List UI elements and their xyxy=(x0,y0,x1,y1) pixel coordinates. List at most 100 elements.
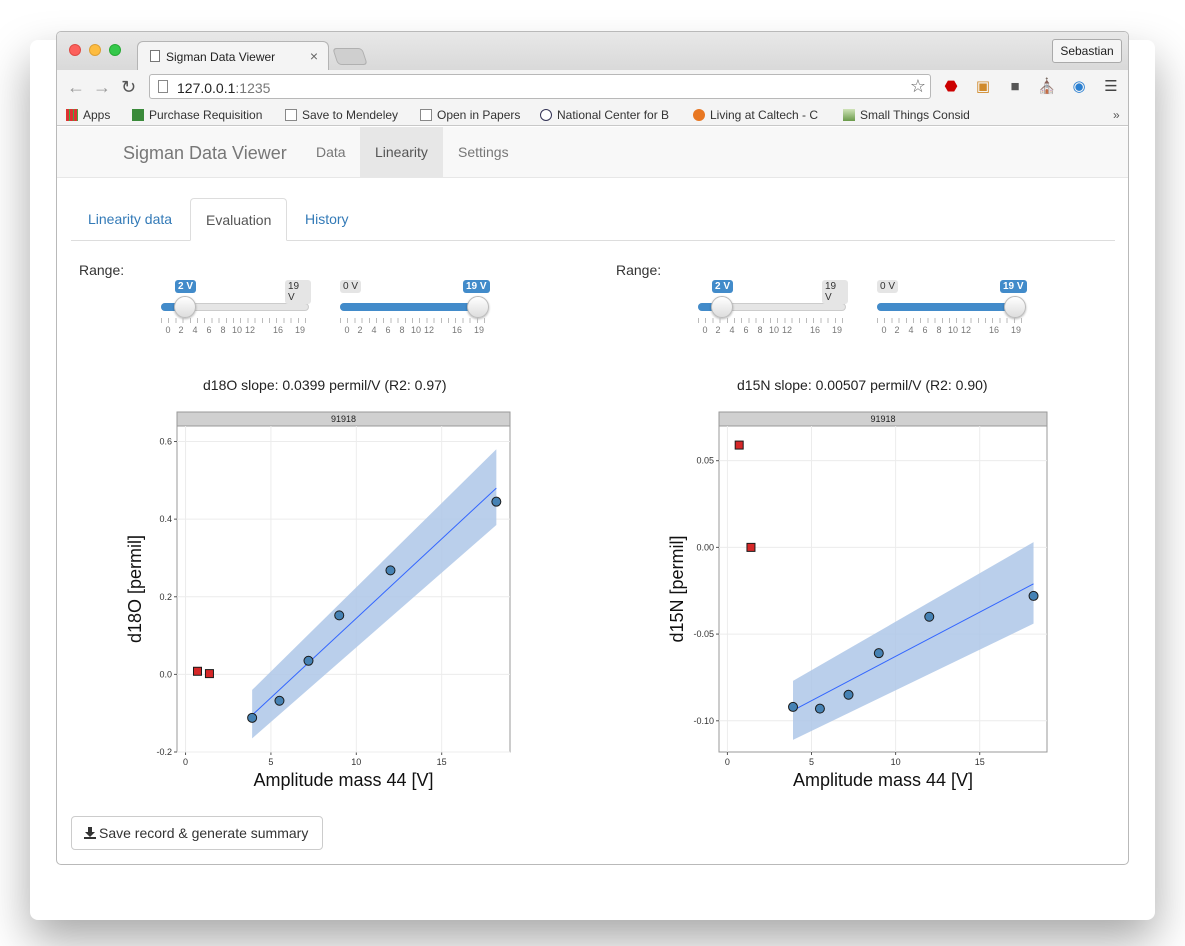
slider-value-label: 19 V xyxy=(463,280,490,293)
nav-linearity[interactable]: Linearity xyxy=(360,127,443,178)
tick-label: 12 xyxy=(781,325,793,335)
y-tick-label: -0.05 xyxy=(693,629,714,639)
y-tick-label: 0.4 xyxy=(159,514,172,524)
profile-button[interactable]: Sebastian xyxy=(1052,39,1122,63)
bookmark-purchase[interactable]: Purchase Requisition xyxy=(132,108,267,122)
menu-icon[interactable]: ☰ xyxy=(1104,78,1118,95)
facet-strip xyxy=(176,411,511,427)
app-navbar: Sigman Data Viewer Data Linearity Settin… xyxy=(57,127,1128,178)
forward-arrow-icon[interactable]: → xyxy=(93,77,111,97)
bookmark-mendeley[interactable]: Save to Mendeley xyxy=(285,108,398,122)
page-icon xyxy=(285,109,297,121)
new-tab-button[interactable] xyxy=(332,48,368,65)
fit-line xyxy=(792,583,1034,711)
minimize-window-button[interactable] xyxy=(89,44,101,56)
slider-handle[interactable] xyxy=(711,296,733,318)
library-extension-icon[interactable]: ⛪ xyxy=(1037,78,1057,95)
slider-ticks xyxy=(340,318,490,323)
bookmark-apps[interactable]: Apps xyxy=(66,108,110,122)
tick-label: 12 xyxy=(960,325,972,335)
eye-extension-icon[interactable]: ◉ xyxy=(1072,78,1086,95)
range-label-left: Range: xyxy=(79,262,125,278)
y-tick-label: 0.05 xyxy=(696,456,714,466)
address-bar[interactable]: 127.0.0.1:1235 ☆ xyxy=(149,74,931,99)
adblock-extension-icon[interactable]: ⬣ xyxy=(944,78,958,95)
nav-data[interactable]: Data xyxy=(316,144,346,160)
y-tick-label: 0.2 xyxy=(159,592,172,602)
bookmarks-overflow-icon[interactable]: » xyxy=(1113,108,1120,122)
data-point-included xyxy=(247,712,258,723)
document-icon xyxy=(150,50,160,62)
tab-close-icon[interactable]: × xyxy=(309,48,318,64)
tab-linearity-data[interactable]: Linearity data xyxy=(88,211,173,227)
plot-title-d18o: d18O slope: 0.0399 permil/V (R2: 0.97) xyxy=(203,377,447,393)
tab-evaluation[interactable]: Evaluation xyxy=(190,198,288,241)
tab-strip: Sigman Data Viewer × Sebastian xyxy=(57,32,1128,71)
maximize-window-button[interactable] xyxy=(109,44,121,56)
tick-label: 8 xyxy=(757,325,763,335)
y-axis-label: d15N [permil] xyxy=(667,535,687,642)
x-tick-label: 10 xyxy=(351,757,361,767)
slider-ticks xyxy=(698,318,848,323)
tick-label: 12 xyxy=(423,325,435,335)
range-slider-right-min[interactable]: 2 V 19 V 0 2 4 6 8 10 12 16 19 xyxy=(698,280,848,340)
bookmark-papers[interactable]: Open in Papers xyxy=(420,108,520,122)
x-axis-label: Amplitude mass 44 [V] xyxy=(253,770,433,790)
tick-label: 4 xyxy=(729,325,735,335)
tick-label: 0 xyxy=(881,325,887,335)
tick-label: 16 xyxy=(451,325,463,335)
tick-label: 4 xyxy=(192,325,198,335)
tick-label: 10 xyxy=(231,325,243,335)
fit-line xyxy=(251,487,497,716)
tick-label: 2 xyxy=(178,325,184,335)
save-record-button[interactable]: Save record & generate summary xyxy=(71,816,323,850)
slider-handle[interactable] xyxy=(174,296,196,318)
tick-label: 6 xyxy=(922,325,928,335)
apps-grid-icon xyxy=(66,109,78,121)
back-arrow-icon[interactable]: ← xyxy=(67,77,85,97)
nav-settings[interactable]: Settings xyxy=(458,144,509,160)
slider-handle[interactable] xyxy=(1004,296,1026,318)
data-point-included xyxy=(334,610,345,621)
y-tick-label: 0.00 xyxy=(696,542,714,552)
evernote-extension-icon[interactable]: ■ xyxy=(1010,78,1020,95)
data-point-included xyxy=(873,648,884,659)
reload-icon[interactable]: ↻ xyxy=(121,77,137,97)
sheet-icon xyxy=(132,109,144,121)
x-tick-label: 5 xyxy=(809,757,814,767)
tick-label: 10 xyxy=(768,325,780,335)
tick-label: 16 xyxy=(988,325,1000,335)
slider-ticks xyxy=(161,318,311,323)
bookmark-small-things[interactable]: Small Things Consid xyxy=(843,108,977,122)
range-slider-left-max[interactable]: 2 V 0 V 19 V 0 2 4 6 8 10 12 16 19 xyxy=(340,280,490,340)
tab-history[interactable]: History xyxy=(305,211,349,227)
url-text: 127.0.0.1:1235 xyxy=(177,80,271,96)
y-axis-label: d18O [permil] xyxy=(127,535,145,643)
data-point-included xyxy=(385,565,396,576)
range-slider-left-min[interactable]: 2 V 19 V 0 2 4 6 8 10 12 16 19 xyxy=(161,280,311,340)
app-brand[interactable]: Sigman Data Viewer xyxy=(123,143,287,163)
browser-tab[interactable]: Sigman Data Viewer × xyxy=(137,41,329,71)
x-tick-label: 15 xyxy=(437,757,447,767)
slider-fill xyxy=(698,303,720,311)
close-window-button[interactable] xyxy=(69,44,81,56)
data-point-included xyxy=(1028,590,1039,601)
browser-toolbar: ← → ↻ 127.0.0.1:1235 ☆ ⬣ ▣ ■ ⛪ ◉ ☰ xyxy=(57,70,1128,104)
x-axis-label: Amplitude mass 44 [V] xyxy=(793,770,973,790)
tick-label: 2 xyxy=(894,325,900,335)
range-label-right: Range: xyxy=(616,262,662,278)
page-icon xyxy=(158,80,168,93)
tick-label: 10 xyxy=(410,325,422,335)
slider-fill xyxy=(877,303,1015,311)
bookmark-caltech[interactable]: Living at Caltech - C xyxy=(693,108,825,122)
package-extension-icon[interactable]: ▣ xyxy=(975,78,991,95)
slider-value-label: 19 V xyxy=(1000,280,1027,293)
bookmark-ncbi[interactable]: National Center for B xyxy=(540,108,676,122)
data-point-excluded xyxy=(746,542,756,552)
plot-panel xyxy=(176,425,511,753)
slider-handle[interactable] xyxy=(467,296,489,318)
save-button-label: Save record & generate summary xyxy=(99,825,309,841)
bookmark-star-icon[interactable]: ☆ xyxy=(909,76,926,96)
tick-label: 4 xyxy=(908,325,914,335)
range-slider-right-max[interactable]: 0 V 19 V 0 2 4 6 8 10 12 16 19 xyxy=(877,280,1027,340)
